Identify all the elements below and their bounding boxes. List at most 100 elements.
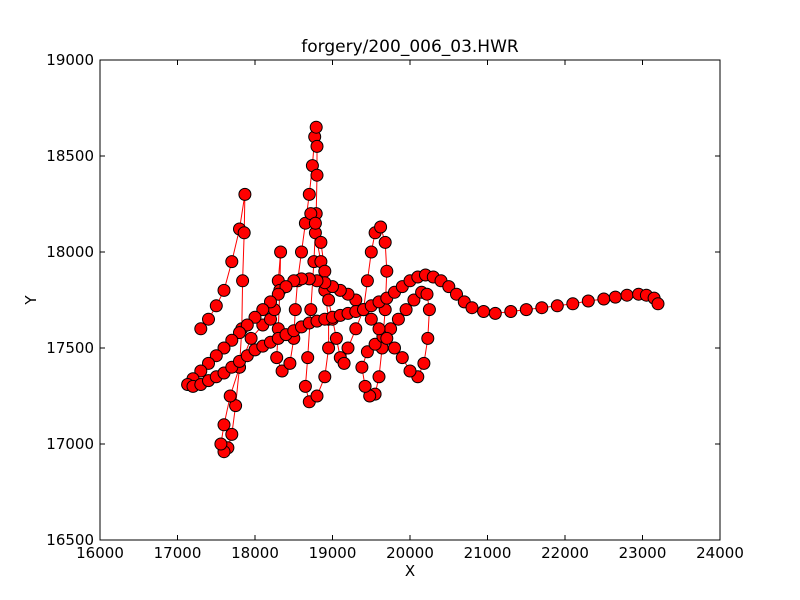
data-point [310,389,324,403]
data-point [395,351,409,365]
data-point [380,331,394,345]
data-point [308,216,322,230]
data-point [581,294,595,308]
data-point [388,341,401,355]
data-point [465,301,479,315]
data-point [450,287,463,301]
data-point [225,427,239,441]
data-point [372,322,386,336]
data-point [372,370,386,384]
data-point [322,341,336,355]
data-point [233,326,246,340]
data-point [422,303,436,317]
data-point [217,418,231,432]
data-point [360,274,374,288]
plot-area [181,120,665,459]
data-point [374,220,388,234]
data-point [407,293,421,307]
data-point [391,312,405,326]
data-point [651,297,665,311]
data-point [310,139,324,153]
data-point [550,299,564,313]
data-point [329,331,343,345]
data-point [380,264,394,278]
data-point [194,364,208,378]
data-point [309,120,323,134]
data-point [477,305,491,318]
data-point [620,288,634,302]
data-point [288,303,302,317]
data-point [236,274,250,288]
data-point [240,318,254,332]
x-tick-label: 19000 [309,544,357,562]
data-point [274,245,288,259]
data-point [403,364,417,378]
y-tick-label: 18500 [46,147,94,165]
data-point [378,235,392,249]
data-point [519,303,533,317]
data-point [504,305,518,318]
data-point [360,345,374,359]
data-point [302,187,316,201]
x-tick-label: 24000 [696,544,744,562]
data-point [566,297,580,311]
x-tick-label: 17000 [154,544,202,562]
data-point [248,310,262,324]
data-point [535,301,549,315]
data-point [298,379,312,393]
data-point [217,341,231,355]
data-point [209,299,223,313]
data-point [301,351,315,365]
data-point [225,333,239,347]
y-tick-label: 19000 [46,51,94,69]
data-point [310,168,324,182]
data-point [275,364,289,378]
y-tick-label: 16500 [46,531,94,549]
data-point [322,293,336,307]
data-point [214,437,228,451]
data-point [597,292,611,306]
data-point [355,360,369,374]
data-point [488,306,502,320]
data-point [442,280,456,294]
data-point [417,356,431,370]
axes: 16000 17000 18000 19000 20000 21000 22000 23000… [46,51,744,562]
y-axis-label: Y [22,295,40,306]
data-point [256,303,270,317]
data-point [223,389,237,403]
data-point [349,322,363,336]
x-tick-label: 16000 [76,544,124,562]
chart-title: forgery/200_006_03.HWR [301,37,519,57]
x-tick-label: 20000 [386,544,434,562]
data-point [358,379,372,393]
x-tick-label: 18000 [231,544,279,562]
data-point [295,245,308,259]
y-tick-label: 17000 [46,435,94,453]
data-point [364,312,378,326]
data-point [209,349,223,363]
data-point [368,337,382,351]
data-point [270,351,284,365]
data-point [217,283,231,297]
data-point [608,290,622,304]
data-point [341,341,355,355]
data-point [271,287,285,301]
data-point [202,312,215,326]
data-point [237,226,251,240]
x-tick-label: 21000 [464,544,512,562]
data-point [318,370,332,384]
y-tick-label: 17500 [46,339,94,357]
data-point [202,356,215,370]
x-axis-label: X [405,562,415,580]
data-point [421,331,435,345]
data-point [420,287,434,301]
x-tick-label: 23000 [619,544,667,562]
data-point [238,187,252,201]
data-point [399,303,413,317]
data-point [279,280,293,294]
x-tick-label: 22000 [541,544,589,562]
data-point [194,322,208,336]
data-point [314,235,328,249]
